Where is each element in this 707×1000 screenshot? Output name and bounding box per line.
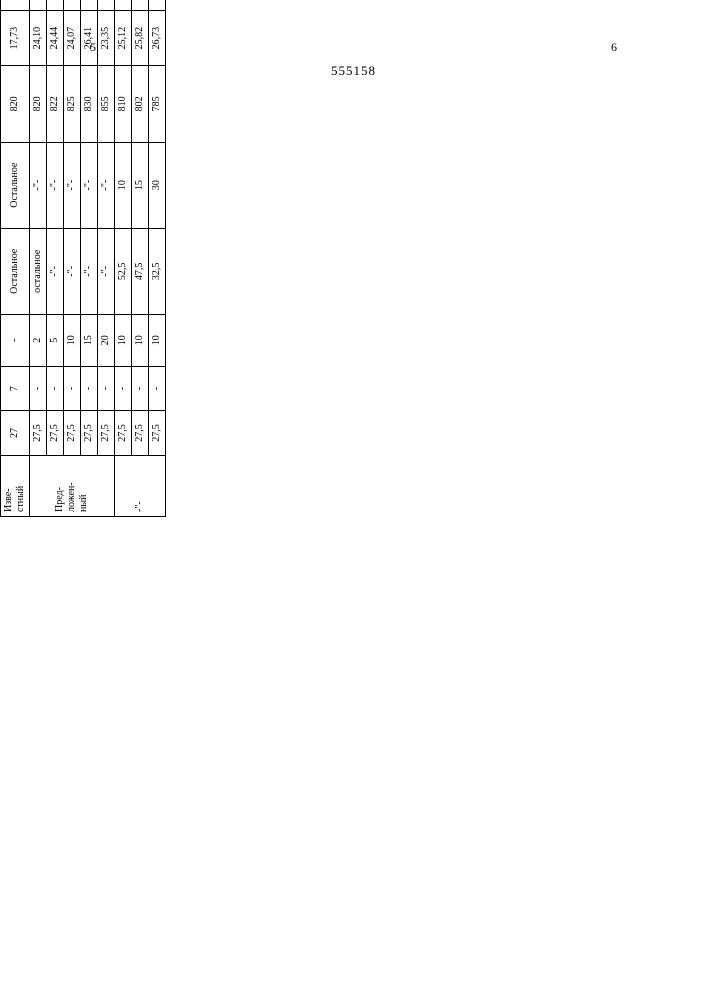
p-kcl: -"-: [47, 142, 64, 228]
p-nacl: остальное: [30, 228, 47, 314]
p-slag-lab: 0,18: [98, 0, 115, 11]
d-flow: 25,12: [115, 11, 132, 66]
known-flow: 17,73: [1, 11, 30, 66]
p-temp: 820: [30, 66, 47, 142]
d-slag-lab: 0,14: [115, 0, 132, 11]
row-label-ditto: -"-: [115, 455, 166, 516]
d-kcl: 15: [132, 142, 149, 228]
d-nacl: 32,5: [149, 228, 166, 314]
p-soda: 27,5: [98, 411, 115, 455]
p-cryolite: 10: [64, 314, 81, 366]
p-cryolite: 5: [47, 314, 64, 366]
p-cryolite: 20: [98, 314, 115, 366]
d-slag-lab: 0,13: [132, 0, 149, 11]
p-slag-lab: 0,20: [30, 0, 47, 11]
d-flow: 25,82: [132, 11, 149, 66]
d-kcl: 10: [115, 142, 132, 228]
p-cryolite: 15: [81, 314, 98, 366]
p-borax: -: [47, 366, 64, 411]
table-wrapper: Флюс Состав, % Темпера-тураплав-ления,°С…: [0, 0, 166, 517]
row-label-known: Изве-стный: [1, 455, 30, 516]
p-nacl: -"-: [98, 228, 115, 314]
row-label-proposed: Пред-ложен-ный: [30, 455, 115, 516]
p-soda: 27,5: [64, 411, 81, 455]
d-temp: 785: [149, 66, 166, 142]
p-nacl: -"-: [64, 228, 81, 314]
known-borax: 7: [1, 366, 30, 411]
known-cryolite: -: [1, 314, 30, 366]
p-borax: -: [30, 366, 47, 411]
p-kcl: -"-: [81, 142, 98, 228]
p-flow: 26,41: [81, 11, 98, 66]
p-borax: -: [98, 366, 115, 411]
known-temp: 820: [1, 66, 30, 142]
p-flow: 24,44: [47, 11, 64, 66]
p-temp: 830: [81, 66, 98, 142]
p-soda: 27,5: [81, 411, 98, 455]
p-kcl: -"-: [30, 142, 47, 228]
d-nacl: 47,5: [132, 228, 149, 314]
p-kcl: -"-: [98, 142, 115, 228]
p-borax: -: [64, 366, 81, 411]
known-nacl: Остальное: [1, 228, 30, 314]
p-temp: 825: [64, 66, 81, 142]
d-cryolite: 10: [149, 314, 166, 366]
d-kcl: 30: [149, 142, 166, 228]
p-flow: 24,07: [64, 11, 81, 66]
p-nacl: -"-: [81, 228, 98, 314]
d-slag-lab: 0,13: [149, 0, 166, 11]
p-temp: 855: [98, 66, 115, 142]
p-slag-lab: 0,14: [64, 0, 81, 11]
data-table: Флюс Состав, % Темпера-тураплав-ления,°С…: [0, 0, 166, 517]
d-cryolite: 10: [132, 314, 149, 366]
p-borax: -: [81, 366, 98, 411]
p-flow: 23,35: [98, 11, 115, 66]
d-borax: -: [115, 366, 132, 411]
known-slag-lab: 0,21: [1, 0, 30, 11]
p-kcl: -"-: [64, 142, 81, 228]
d-soda: 27,5: [115, 411, 132, 455]
d-temp: 802: [132, 66, 149, 142]
d-nacl: 52,5: [115, 228, 132, 314]
d-soda: 27,5: [149, 411, 166, 455]
p-cryolite: 2: [30, 314, 47, 366]
p-nacl: -"-: [47, 228, 64, 314]
d-flow: 26,73: [149, 11, 166, 66]
p-soda: 27,5: [30, 411, 47, 455]
d-soda: 27,5: [132, 411, 149, 455]
p-slag-lab: 0,17: [47, 0, 64, 11]
p-soda: 27,5: [47, 411, 64, 455]
d-cryolite: 10: [115, 314, 132, 366]
d-borax: -: [149, 366, 166, 411]
d-borax: -: [132, 366, 149, 411]
p-temp: 822: [47, 66, 64, 142]
table-body: Изве-стный277-ОстальноеОстальное82017,73…: [1, 0, 166, 517]
page-right: 6: [611, 40, 617, 55]
known-kcl: Остальное: [1, 142, 30, 228]
p-flow: 24,10: [30, 11, 47, 66]
p-slag-lab: 0,14: [81, 0, 98, 11]
known-soda: 27: [1, 411, 30, 455]
d-temp: 810: [115, 66, 132, 142]
